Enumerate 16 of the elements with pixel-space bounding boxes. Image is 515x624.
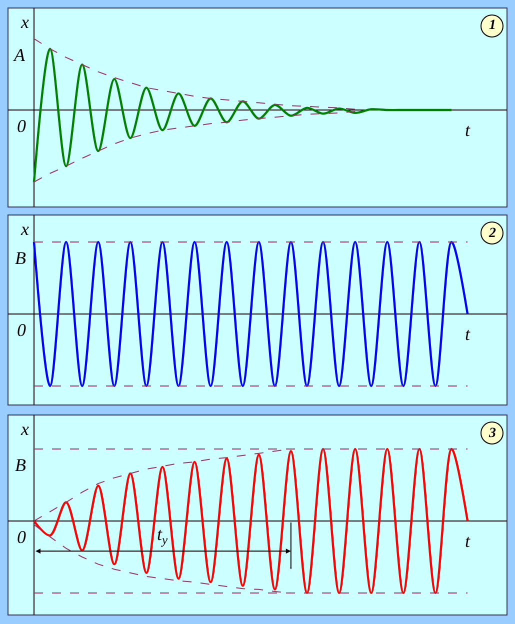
x-axis-title: t: [465, 531, 471, 551]
y-axis-title: x: [20, 219, 29, 239]
x-axis-title: t: [465, 120, 471, 140]
text: 0: [17, 320, 26, 340]
y-axis-title: x: [20, 419, 29, 439]
text: A: [13, 45, 26, 65]
text: 3: [488, 426, 496, 441]
x-axis-title: t: [465, 324, 471, 344]
annotation: 0: [17, 116, 26, 136]
annotation: t$_{y}$: [157, 524, 168, 547]
text: 1: [489, 18, 496, 33]
ref-line-label: B: [15, 455, 26, 475]
text: 0: [17, 527, 26, 547]
ref-line-label: B: [15, 248, 26, 268]
text: 2: [488, 226, 496, 241]
y-axis-title: x: [20, 12, 29, 32]
